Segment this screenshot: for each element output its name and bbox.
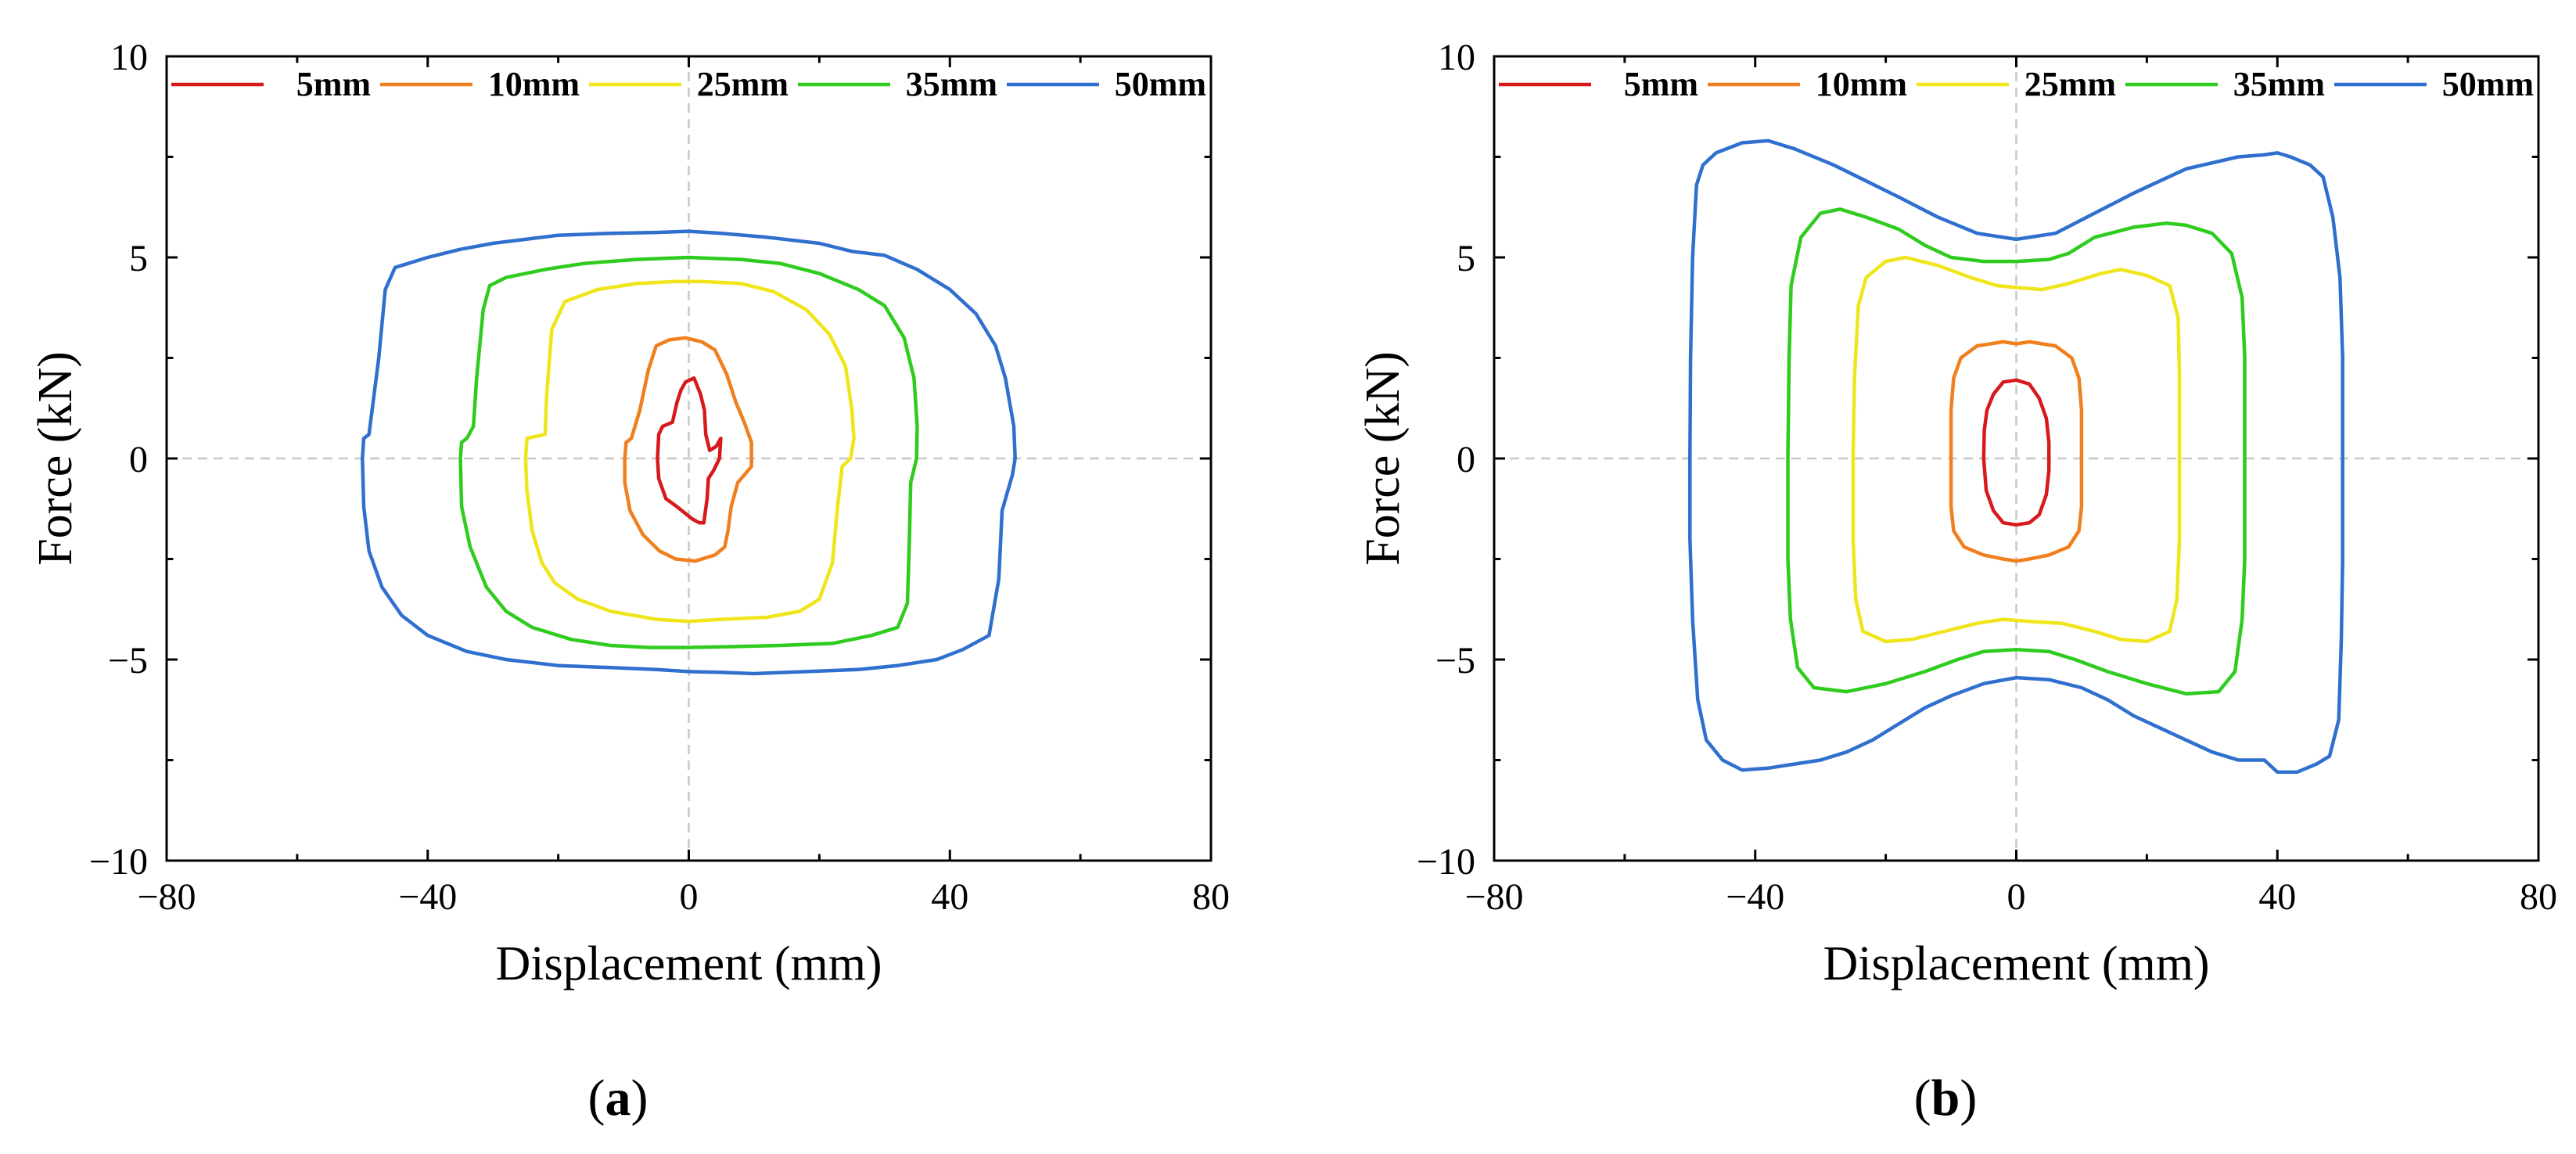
- x-tick-label: −40: [1726, 876, 1784, 918]
- x-axis-title: Displacement (mm): [1823, 937, 2209, 990]
- y-tick-label: 5: [129, 238, 148, 279]
- series-line-35mm: [1786, 207, 2247, 696]
- y-tick-label: 0: [1457, 439, 1475, 480]
- series-line-50mm: [361, 229, 1017, 676]
- caption-paren-open: (: [1914, 1070, 1931, 1127]
- y-tick-label: −5: [1435, 640, 1475, 681]
- legend-label-35mm: 35mm: [906, 65, 997, 103]
- x-axis-title: Displacement (mm): [495, 937, 882, 990]
- panel-caption: (b): [1914, 1070, 1978, 1127]
- y-tick-label: 5: [1457, 238, 1475, 279]
- y-tick-label: 0: [129, 439, 148, 480]
- caption-letter: a: [605, 1070, 631, 1127]
- y-tick-label: −10: [1417, 841, 1475, 883]
- legend-label-10mm: 10mm: [1816, 65, 1907, 103]
- panel-b: −80 −40 0 40 80 −10 −5 0 5 10 Displacement (mm) For…: [1356, 37, 2557, 1127]
- series-line-5mm: [656, 376, 723, 525]
- legend-label-5mm: 5mm: [296, 65, 371, 103]
- x-tick-label: 80: [1192, 876, 1230, 918]
- series-line-25mm: [1851, 255, 2182, 644]
- x-tick-label: 0: [680, 876, 699, 918]
- x-tick-label: 40: [931, 876, 968, 918]
- series-line-10mm: [623, 336, 753, 563]
- series-line-25mm: [523, 279, 856, 624]
- y-tick-label: 10: [110, 37, 148, 78]
- y-tick-label: −5: [108, 640, 148, 681]
- panel-caption: (a): [588, 1070, 648, 1127]
- series-line-5mm: [1981, 378, 2051, 527]
- y-tick-label: 10: [1438, 37, 1475, 78]
- legend-label-50mm: 50mm: [1115, 65, 1206, 103]
- x-tick-label: −80: [1464, 876, 1523, 918]
- caption-paren-close: ): [1960, 1070, 1977, 1127]
- legend-label-25mm: 25mm: [2025, 65, 2116, 103]
- series-line-35mm: [458, 255, 919, 649]
- x-tick-label: −40: [398, 876, 457, 918]
- legend-label-5mm: 5mm: [1624, 65, 1698, 103]
- panel-a: −80 −40 0 40 80 −10 −5 0 5 10 Displacement (mm) For…: [29, 37, 1230, 1127]
- legend-label-25mm: 25mm: [697, 65, 789, 103]
- x-tick-label: 80: [2520, 876, 2557, 918]
- series-line-10mm: [1949, 340, 2084, 563]
- legend-label-35mm: 35mm: [2233, 65, 2325, 103]
- legend-label-10mm: 10mm: [488, 65, 580, 103]
- y-axis-title: Force (kN): [1356, 351, 1410, 566]
- x-tick-label: −80: [137, 876, 196, 918]
- caption-letter: b: [1931, 1070, 1960, 1127]
- y-tick-label: −10: [89, 841, 148, 883]
- x-tick-label: 40: [2258, 876, 2296, 918]
- y-axis-title: Force (kN): [29, 351, 82, 566]
- series-line-50mm: [1688, 138, 2344, 775]
- caption-paren-close: ): [631, 1070, 648, 1127]
- x-tick-label: 0: [2007, 876, 2026, 918]
- caption-paren-open: (: [588, 1070, 605, 1127]
- legend-label-50mm: 50mm: [2442, 65, 2534, 103]
